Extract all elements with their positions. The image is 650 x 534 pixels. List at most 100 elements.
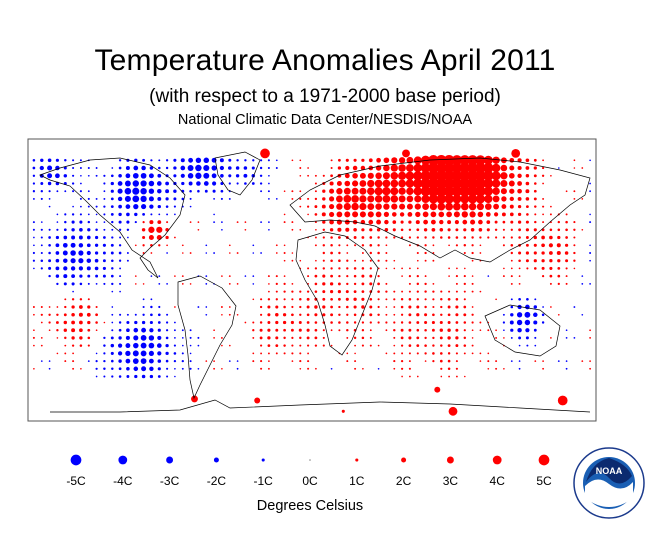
anomaly-dot xyxy=(148,188,155,194)
anomaly-dot xyxy=(197,344,200,347)
anomaly-dot xyxy=(589,360,591,362)
anomaly-dot xyxy=(467,170,478,182)
anomaly-dot xyxy=(479,252,482,254)
anomaly-dot xyxy=(150,252,153,254)
anomaly-dot xyxy=(48,259,52,263)
anomaly-dot xyxy=(542,221,545,224)
anomaly-dot xyxy=(440,290,443,293)
legend-label: -4C xyxy=(113,474,133,488)
anomaly-dot xyxy=(589,283,591,285)
anomaly-dot xyxy=(330,259,333,262)
anomaly-dot xyxy=(447,313,451,317)
anomaly-dot xyxy=(165,205,169,208)
anomaly-dot xyxy=(393,352,396,355)
anomaly-dot xyxy=(467,178,478,189)
anomaly-dot xyxy=(71,235,76,240)
anomaly-dot xyxy=(110,174,114,178)
anomaly-dot xyxy=(72,174,75,177)
anomaly-dot xyxy=(398,164,406,172)
anomaly-dot xyxy=(149,220,154,225)
anomaly-dot xyxy=(197,228,200,231)
anomaly-dot xyxy=(322,282,326,286)
anomaly-dot xyxy=(213,213,215,216)
anomaly-dot xyxy=(346,282,349,286)
anomaly-dot xyxy=(447,305,451,309)
anomaly-dot xyxy=(471,251,474,255)
anomaly-dot xyxy=(314,344,318,347)
anomaly-dot xyxy=(409,375,411,378)
anomaly-dot xyxy=(103,375,106,378)
anomaly-dot xyxy=(338,297,341,301)
anomaly-dot xyxy=(408,220,412,224)
anomaly-dot xyxy=(463,282,466,286)
anomaly-dot xyxy=(416,352,419,355)
anomaly-dot xyxy=(445,202,454,211)
anomaly-dot xyxy=(471,290,474,293)
anomaly-dot xyxy=(432,352,435,355)
anomaly-dot xyxy=(111,367,114,371)
anomaly-dot xyxy=(140,172,147,179)
anomaly-dot xyxy=(485,212,491,217)
anomaly-dot xyxy=(283,221,286,224)
anomaly-dot xyxy=(487,329,490,332)
anomaly-dot xyxy=(479,352,482,355)
anomaly-dot xyxy=(518,367,521,370)
anomaly-dot xyxy=(344,180,351,187)
anomaly-dot xyxy=(157,359,162,363)
anomaly-dot xyxy=(526,344,529,347)
anomaly-dot xyxy=(40,228,43,231)
anomaly-dot xyxy=(518,236,521,239)
anomaly-dot xyxy=(557,220,560,224)
anomaly-dot xyxy=(275,328,279,332)
anomaly-dot xyxy=(322,267,325,270)
anomaly-dot xyxy=(64,305,67,309)
anomaly-dot xyxy=(565,213,568,216)
anomaly-dot xyxy=(48,321,51,324)
anomaly-dot xyxy=(119,290,121,293)
anomaly-dot xyxy=(367,203,375,210)
anomaly-dot xyxy=(503,267,505,270)
anomaly-dot xyxy=(508,180,515,187)
anomaly-dot xyxy=(471,236,474,239)
anomaly-dot xyxy=(424,282,427,286)
anomaly-dot xyxy=(573,267,576,270)
coast-australia xyxy=(484,304,561,357)
anomaly-dot xyxy=(486,220,491,224)
chart-credit: National Climatic Data Center/NESDIS/NOA… xyxy=(177,112,473,128)
anomaly-dot xyxy=(353,274,357,278)
anomaly-dot xyxy=(573,167,576,169)
anomaly-dot xyxy=(72,367,75,370)
anomaly-dot xyxy=(133,335,139,341)
anomaly-dot xyxy=(56,306,59,308)
anomaly-dot xyxy=(338,259,341,262)
anomaly-dot xyxy=(471,352,474,355)
anomaly-dot xyxy=(534,213,537,216)
anomaly-dot xyxy=(453,211,460,218)
anomaly-dot xyxy=(475,194,485,204)
anomaly-dot xyxy=(565,282,568,285)
anomaly-dot xyxy=(509,320,514,325)
anomaly-dot xyxy=(268,198,270,200)
anomaly-dot xyxy=(484,203,492,210)
anomaly-dot xyxy=(95,221,98,223)
anomaly-dot xyxy=(307,352,310,355)
anomaly-dot xyxy=(455,336,459,340)
anomaly-dot xyxy=(455,313,459,317)
anomaly-dot xyxy=(267,367,270,370)
anomaly-dot xyxy=(383,211,389,217)
anomaly-dot xyxy=(491,179,501,188)
anomaly-dot xyxy=(393,290,396,293)
anomaly-dot xyxy=(174,236,176,239)
anomaly-dot xyxy=(516,312,523,318)
anomaly-dot xyxy=(525,228,530,232)
anomaly-dot xyxy=(205,306,208,308)
anomaly-dot xyxy=(260,190,263,193)
anomaly-dot xyxy=(476,203,484,211)
anomaly-dot xyxy=(275,198,278,200)
anomaly-dot xyxy=(435,170,447,182)
anomaly-dot xyxy=(361,329,365,332)
anomaly-dot xyxy=(329,188,335,194)
anomaly-dot xyxy=(383,164,390,172)
anomaly-dot xyxy=(338,313,341,317)
anomaly-dot xyxy=(408,328,412,332)
